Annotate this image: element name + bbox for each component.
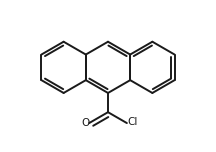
Text: O: O bbox=[81, 118, 89, 128]
Text: Cl: Cl bbox=[127, 117, 138, 127]
